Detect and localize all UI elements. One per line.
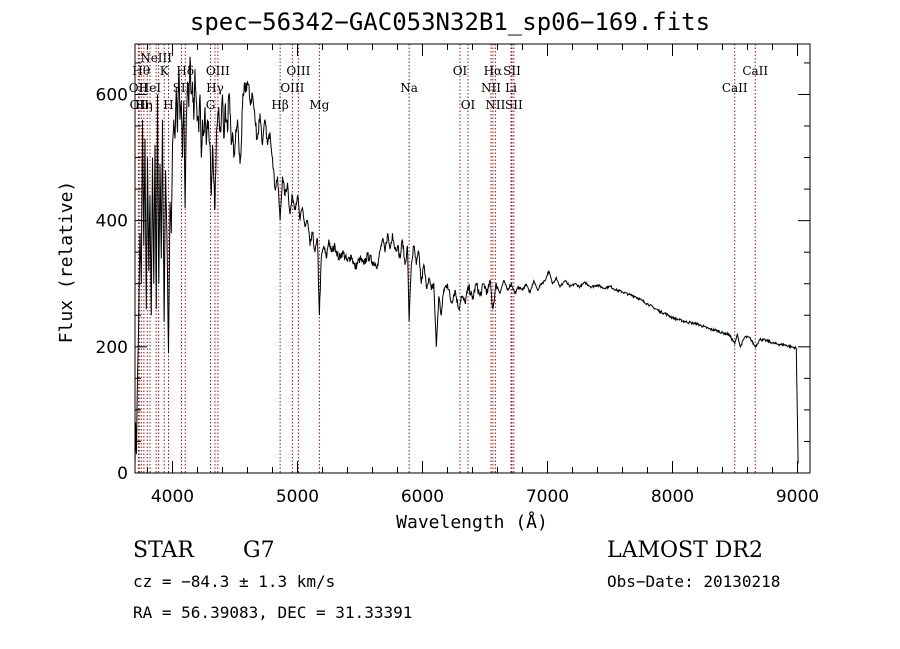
axes: 4000 5000 6000 7000 8000 9000 0 200 400 600	[96, 44, 819, 507]
line-markers	[137, 44, 756, 473]
line-marker-label: SII	[505, 98, 523, 112]
survey-name: LAMOST DR2	[607, 538, 763, 563]
line-marker-label: OIII	[280, 81, 304, 95]
x-tick-label: 6000	[401, 487, 444, 507]
line-marker-label: NII	[481, 81, 501, 95]
line-marker-label: Hγ	[206, 81, 224, 95]
line-marker-label: Hη	[135, 98, 153, 112]
line-marker-label: Li	[505, 81, 517, 95]
y-tick-label: 400	[96, 212, 128, 232]
line-marker-label: K	[160, 64, 170, 78]
line-marker-labels: OIIOIIHθHηHeINeIIIKHSIIHδGHγOIIIHβOIIIOI…	[129, 51, 769, 112]
line-marker-label: CaII	[722, 81, 748, 95]
object-class: STAR	[133, 538, 194, 563]
y-tick-label: 0	[117, 464, 128, 484]
line-marker-label: Hθ	[132, 64, 150, 78]
x-axis-label: Wavelength (Å)	[396, 511, 548, 533]
line-marker-label: NII	[485, 98, 505, 112]
obs-date: Obs−Date: 20130218	[607, 572, 781, 591]
line-marker-label: CaII	[742, 64, 768, 78]
line-marker-label: Na	[400, 81, 418, 95]
line-marker-label: Hα	[484, 64, 503, 78]
line-marker-label: NeIII	[140, 51, 172, 65]
y-axis-label: Flux (relative)	[56, 181, 77, 344]
line-marker-label: Mg	[309, 98, 329, 112]
spectrum-line	[134, 56, 799, 467]
x-tick-label: 7000	[526, 487, 569, 507]
line-marker-label: OII	[130, 98, 150, 112]
cz-value: cz = −84.3 ± 1.3 km/s	[133, 572, 336, 591]
line-marker-label: G	[206, 98, 216, 112]
line-marker-label: OIII	[286, 64, 310, 78]
chart-title: spec−56342−GAC053N32B1_sp06−169.fits	[189, 8, 711, 36]
line-marker-label: OII	[129, 81, 149, 95]
line-marker-label: SII	[503, 64, 521, 78]
subclass: G7	[243, 538, 275, 563]
line-marker-label: OI	[461, 98, 476, 112]
x-tick-label: 8000	[651, 487, 694, 507]
line-marker-label: OIII	[206, 64, 230, 78]
y-tick-label: 200	[96, 338, 128, 358]
x-tick-label: 9000	[776, 487, 819, 507]
y-tick-label: 600	[96, 85, 128, 105]
x-tick-label: 4000	[151, 487, 194, 507]
line-marker-label: OI	[453, 64, 468, 78]
line-marker-label: HeI	[139, 81, 162, 95]
x-tick-label: 5000	[276, 487, 319, 507]
coordinates: RA = 56.39083, DEC = 31.33391	[133, 603, 413, 622]
line-marker-label: Hβ	[271, 98, 288, 112]
line-marker-label: H	[163, 98, 173, 112]
line-marker-label: SII	[173, 81, 191, 95]
